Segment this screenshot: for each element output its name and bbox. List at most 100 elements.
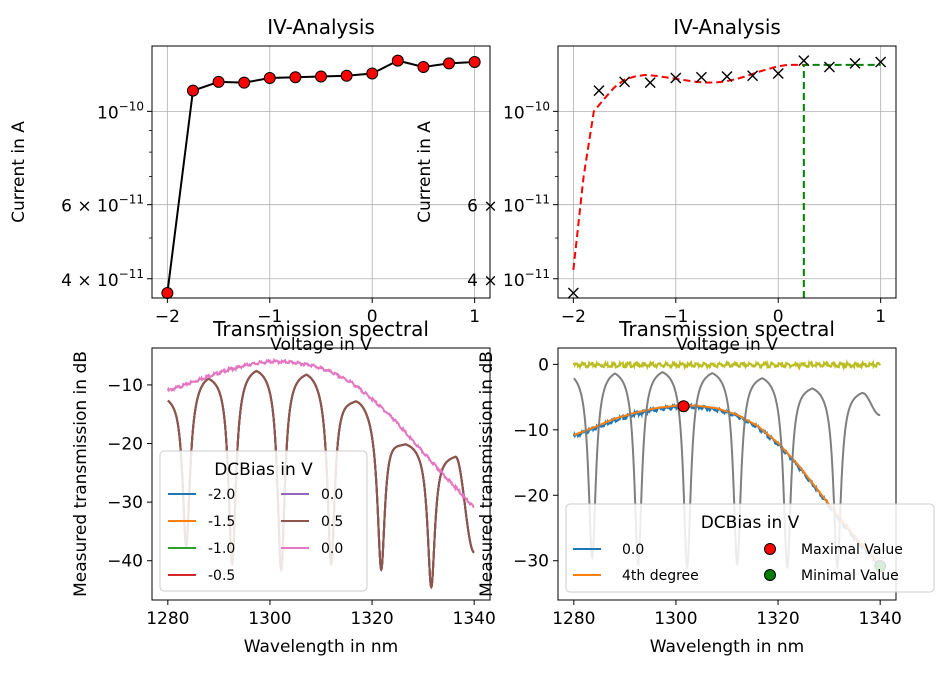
x-tick-label: 1280 — [552, 609, 595, 629]
y-tick-label: 6 × 10−11 — [467, 193, 550, 217]
y-axis-label: Measured transmission in dB — [71, 351, 91, 597]
x-tick-label: 1320 — [350, 609, 393, 629]
x-marker-stroke — [849, 57, 861, 69]
y-tick-label: 10−10 — [97, 99, 144, 123]
x-marker — [695, 71, 707, 83]
y-tick-label: −30 — [107, 493, 143, 513]
axes-frame — [557, 347, 897, 601]
iv-point — [186, 84, 199, 97]
x-marker — [593, 85, 605, 97]
y-axis-label: Current in A — [9, 121, 29, 223]
chart-title: Transmission spectral — [618, 317, 835, 341]
iv-point — [391, 54, 404, 67]
chart-title: IV-Analysis — [673, 15, 781, 39]
iv-point — [366, 67, 379, 80]
legend-label: 0.5 — [321, 514, 343, 530]
y-tick-label: −40 — [107, 552, 143, 572]
y-tick-label: −10 — [107, 376, 143, 396]
x-marker-stroke — [875, 56, 887, 68]
legend-label: -2.0 — [208, 487, 235, 503]
legend-label: 0.0 — [622, 542, 644, 558]
plot-area — [166, 357, 475, 590]
x-marker — [823, 61, 835, 73]
x-marker — [619, 76, 631, 88]
envelope-line — [166, 357, 475, 509]
legend-label: Maximal Value — [801, 542, 903, 558]
iv-point — [315, 70, 327, 83]
legend-label: 0.0 — [321, 541, 343, 557]
x-marker-stroke — [593, 85, 605, 97]
x-tick-label: 1 — [469, 307, 480, 327]
iv-point — [238, 76, 251, 89]
x-marker — [644, 77, 656, 89]
x-tick-label: 1340 — [859, 609, 902, 629]
fit-line — [572, 63, 804, 270]
axes-1: −2 −1 0 1 4 × 10−11 6 × 10−11 10−10 IV-Analysis… — [9, 15, 491, 355]
x-tick-label: −2 — [561, 307, 586, 327]
y-tick-label: −20 — [107, 435, 143, 455]
x-marker — [875, 56, 887, 68]
legend-label: -1.0 — [208, 541, 235, 557]
y-tick-label: 10−10 — [503, 99, 550, 123]
x-marker-stroke — [567, 287, 579, 299]
x-tick-label: 1320 — [756, 609, 799, 629]
x-marker — [798, 55, 810, 67]
plot-area — [572, 63, 881, 298]
axes-frame — [557, 45, 897, 299]
spectrum-line — [167, 369, 475, 590]
x-marker — [849, 57, 861, 69]
y-tick-label: −30 — [513, 552, 549, 572]
legend-label: 0.0 — [321, 487, 343, 503]
x-tick-label: 1340 — [453, 609, 496, 629]
x-axis-label: Wavelength in nm — [650, 637, 805, 657]
step-line — [802, 63, 881, 298]
x-marker-stroke — [695, 71, 707, 83]
x-tick-label: 0 — [367, 307, 378, 327]
iv-point — [289, 71, 302, 84]
legend-label: -0.5 — [208, 568, 235, 584]
x-marker-stroke — [823, 61, 835, 73]
iv-point — [212, 75, 225, 88]
axes-frame — [151, 347, 491, 601]
legend-title: DCBias in V — [701, 513, 800, 533]
iv-point — [340, 69, 353, 82]
x-marker-stroke — [670, 72, 682, 84]
axes-4: 1280 1300 1320 1340 0 −10 −20 −30 Transmission s… — [477, 317, 935, 657]
iv-point — [161, 286, 174, 299]
legend-label: Minimal Value — [801, 568, 899, 584]
chart-title: Transmission spectral — [212, 317, 429, 341]
x-axis-label: Voltage in V — [676, 335, 778, 355]
extreme-marker — [677, 400, 690, 413]
chart-title: IV-Analysis — [267, 15, 375, 39]
x-tick-label: −1 — [257, 307, 282, 327]
reference-line — [572, 358, 882, 372]
iv-point — [417, 60, 430, 73]
x-axis-label: Wavelength in nm — [244, 637, 399, 657]
x-marker — [567, 287, 579, 299]
x-marker-stroke — [644, 77, 656, 89]
iv-point — [263, 72, 276, 85]
iv-point — [468, 56, 481, 69]
x-marker-stroke — [747, 70, 759, 82]
legend-label: -1.5 — [208, 514, 235, 530]
axes-3: 1280 1300 1320 1340 −10 −20 −30 −40 Transmission… — [71, 317, 496, 657]
normalized-spectrum-line — [573, 371, 881, 571]
axes-2: −2 −1 0 1 4 × 10−11 6 × 10−11 10−10 IV-Analysis… — [415, 15, 897, 355]
y-tick-label: 4 × 10−11 — [61, 267, 144, 291]
y-tick-label: 0 — [538, 355, 549, 375]
legend: DCBias in V -2.0 -1.5 -1.0 -0.5 0.0 0.5 0.0 — [159, 450, 368, 592]
x-tick-label: −1 — [663, 307, 688, 327]
axes-frame — [151, 45, 491, 299]
y-tick-label: 4 × 10−11 — [467, 267, 550, 291]
iv-point — [443, 57, 456, 70]
legend-box — [565, 503, 935, 593]
y-tick-label: −10 — [513, 421, 549, 441]
x-marker-stroke — [772, 68, 784, 80]
legend-label: 4th degree — [622, 568, 699, 584]
x-marker — [772, 68, 784, 80]
x-tick-label: 0 — [773, 307, 784, 327]
legend-box — [159, 450, 368, 592]
x-marker — [721, 71, 733, 83]
legend-title: DCBias in V — [214, 460, 313, 480]
